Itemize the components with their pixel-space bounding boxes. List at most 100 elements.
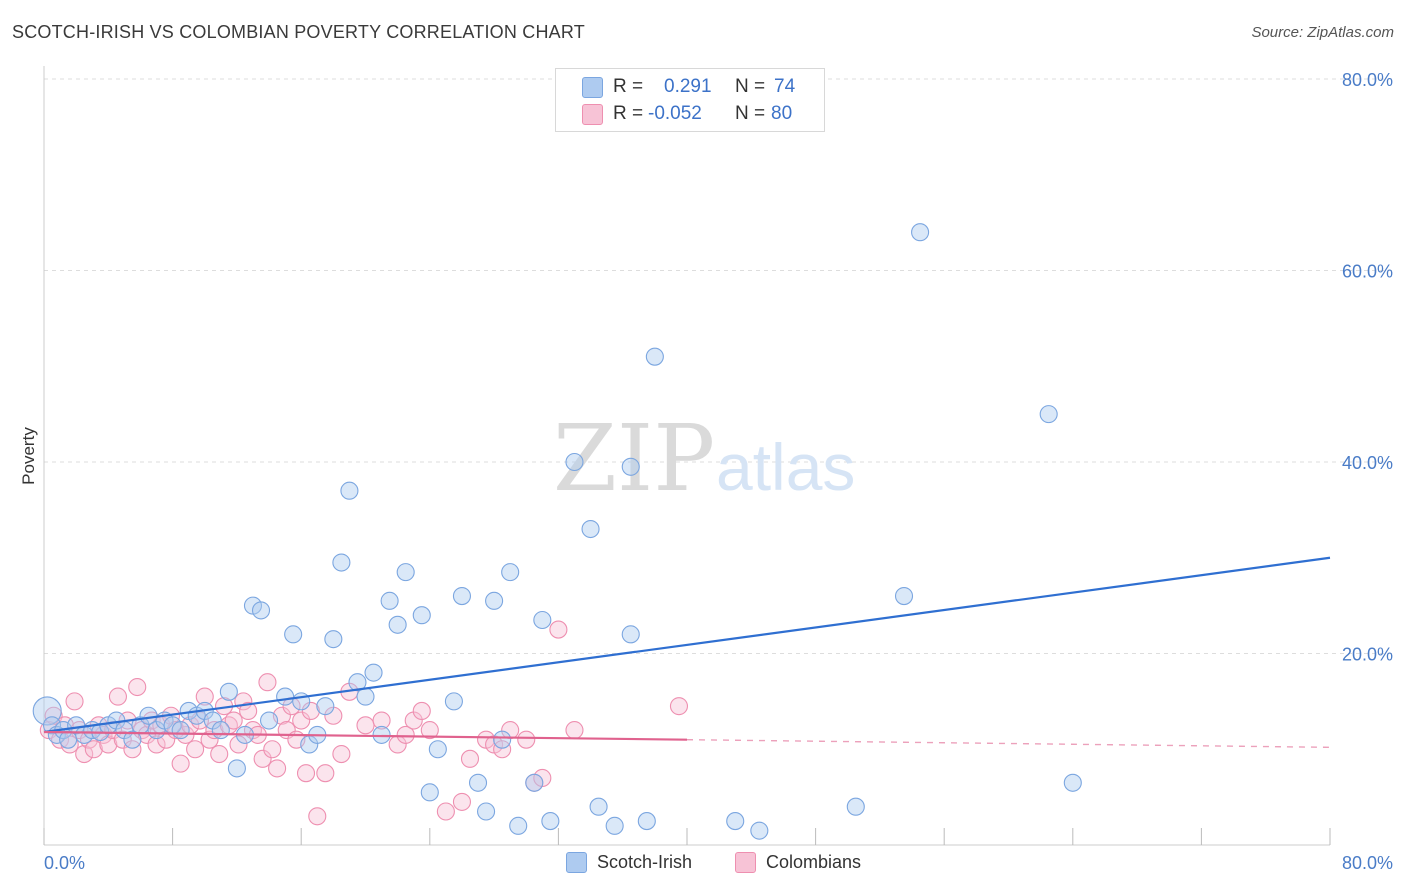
scotch-irish-point-51 <box>468 773 488 792</box>
colombians-trend-line <box>43 730 688 741</box>
colombians-point-22 <box>147 735 166 754</box>
colombians-point-53 <box>296 764 316 783</box>
y-tick-label-1: 40.0% <box>1342 453 1393 473</box>
colombians-point-60 <box>356 716 375 735</box>
colombians-point-27 <box>171 754 190 773</box>
scotch-irish-point-38 <box>340 481 359 500</box>
colombians-point-54 <box>301 701 320 721</box>
y-tick-label-3: 80.0% <box>1342 70 1393 90</box>
legend-item-colombians[interactable]: Colombians <box>735 852 861 873</box>
legend-label-colombians: Colombians <box>766 852 862 872</box>
scotch-irish-point-71 <box>894 586 914 606</box>
colombians-point-5 <box>65 692 84 711</box>
colombians-point-32 <box>195 687 214 706</box>
scotch-irish-point-35 <box>316 697 335 716</box>
legend-label-scotch-irish: Scotch-Irish <box>597 852 693 872</box>
scotch-irish-point-49 <box>444 692 463 711</box>
colombians-trend-extension <box>686 738 1331 749</box>
scotch-irish-point-74 <box>1063 773 1082 792</box>
stats-box: R = 0.291 N = 74 R = -0.052 N = 80 <box>555 68 825 132</box>
colombians-point-20 <box>137 725 156 744</box>
colombians-point-58 <box>332 744 351 764</box>
colombians-point-55 <box>308 807 327 826</box>
scotch-irish-point-37 <box>332 553 351 572</box>
axes <box>43 66 1331 846</box>
colombians-point-46 <box>263 740 282 759</box>
stats-r-label-blue: R = <box>613 76 644 97</box>
colombians-point-66 <box>420 721 439 740</box>
colombians-point-78 <box>565 721 584 740</box>
colombians-point-30 <box>186 740 205 759</box>
stats-r-value-pink: -0.052 <box>648 103 702 124</box>
scotch-irish-point-55 <box>501 563 520 582</box>
x-tick-label-0: 0.0% <box>44 853 85 873</box>
source-label: Source: ZipAtlas.com <box>1251 24 1394 41</box>
scotch-irish-point-50 <box>452 586 472 606</box>
legend-swatch-blue <box>566 852 587 873</box>
scotch-irish-point-72 <box>911 223 930 242</box>
stats-r-value-blue: 0.291 <box>664 76 712 97</box>
scotch-irish-point-64 <box>621 625 640 644</box>
y-tick-label-0: 20.0% <box>1342 645 1393 665</box>
scotch-irish-point-60 <box>565 452 584 472</box>
scotch-irish-point-12 <box>123 730 142 749</box>
colombians-point-38 <box>224 711 243 730</box>
colombians-point-14 <box>108 687 127 706</box>
colombians-point-15 <box>113 730 132 749</box>
colombians-point-61 <box>372 711 391 730</box>
colombians-point-47 <box>268 759 287 778</box>
colombians-point-68 <box>452 792 472 811</box>
scotch-irish-point-18 <box>171 721 190 740</box>
colombians-point-45 <box>258 673 277 692</box>
scotch-irish-point-67 <box>645 347 664 366</box>
gridlines <box>44 78 1392 654</box>
scotch-irish-point-29 <box>259 711 279 730</box>
scotch-irish-point-57 <box>525 773 544 792</box>
chart-title: SCOTCH-IRISH VS COLOMBIAN POVERTY CORREL… <box>12 22 585 42</box>
legend-swatch-pink <box>735 852 756 873</box>
tick-labels: 20.0% 40.0% 60.0% 80.0% 0.0% 80.0% <box>44 70 1393 873</box>
colombians-point-63 <box>396 725 415 744</box>
scotch-irish-point-62 <box>589 797 608 816</box>
scotch-irish-point-24 <box>219 682 238 701</box>
stats-swatch-blue <box>582 77 603 98</box>
legend-item-scotch-irish[interactable]: Scotch-Irish <box>566 852 692 873</box>
colombians-point-52 <box>292 711 311 730</box>
stats-r-label-pink: R = <box>613 103 644 124</box>
colombians-point-7 <box>75 744 94 764</box>
scotch-irish-point-70 <box>846 797 865 816</box>
x-tick-label-1: 80.0% <box>1342 853 1393 873</box>
scotch-irish-point-45 <box>396 563 415 582</box>
colombians-point-77 <box>549 620 568 639</box>
scotch-irish-point-28 <box>251 601 271 620</box>
scotch-irish-point-66 <box>637 812 656 831</box>
scotch-irish-point-47 <box>420 783 439 802</box>
stats-n-value-pink: 80 <box>771 103 793 124</box>
scotch-irish-point-40 <box>356 687 375 706</box>
colombians-point-41 <box>239 701 258 721</box>
scotch-irish-point-25 <box>227 759 246 778</box>
y-axis-label: Poverty <box>19 427 38 485</box>
scotch-irish-point-73 <box>1039 405 1058 424</box>
colombians-point-9 <box>84 740 103 759</box>
scotch-irish-point-23 <box>211 721 230 740</box>
scotch-irish-point-65 <box>621 457 640 476</box>
scotch-irish-point-36 <box>324 630 343 649</box>
colombians-point-44 <box>253 749 272 768</box>
scotch-irish-point-0 <box>32 696 62 726</box>
stats-n-label-pink: N = <box>735 103 766 124</box>
scotch-irish-point-31 <box>284 625 303 644</box>
colombians-point-79 <box>669 697 689 716</box>
scotch-irish-point-58 <box>533 610 552 630</box>
colombians-point-35 <box>210 744 229 764</box>
scotch-irish-point-44 <box>388 615 407 634</box>
trend-lines <box>43 556 1331 749</box>
scotch-irish-point-59 <box>541 812 560 831</box>
colombians-point-69 <box>460 749 480 768</box>
scotch-irish-point-48 <box>428 740 447 759</box>
scotch-irish-point-30 <box>276 687 295 706</box>
colombians-point-11 <box>94 725 113 744</box>
scotch-irish-point-56 <box>509 816 528 835</box>
colombians-point-67 <box>436 802 455 821</box>
scotch-irish-point-69 <box>750 821 769 840</box>
